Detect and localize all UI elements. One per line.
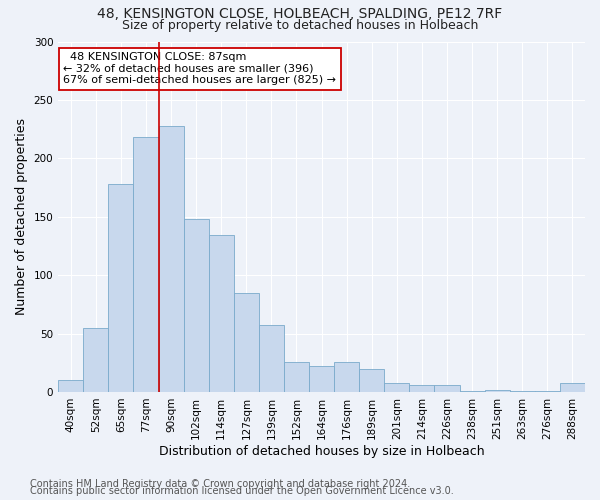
Bar (184, 219, 209, 392)
Bar (158, 126, 184, 392)
Y-axis label: Number of detached properties: Number of detached properties (15, 118, 28, 315)
Bar (385, 382, 409, 392)
Bar (560, 382, 585, 392)
Bar (434, 385, 460, 392)
Bar (485, 390, 510, 392)
Bar (109, 184, 133, 392)
X-axis label: Distribution of detached houses by size in Holbeach: Distribution of detached houses by size … (159, 444, 484, 458)
Text: Contains public sector information licensed under the Open Government Licence v3: Contains public sector information licen… (30, 486, 454, 496)
Bar (133, 138, 158, 392)
Bar (58, 380, 83, 392)
Bar (460, 391, 485, 392)
Bar (334, 362, 359, 392)
Text: 48, KENSINGTON CLOSE, HOLBEACH, SPALDING, PE12 7RF: 48, KENSINGTON CLOSE, HOLBEACH, SPALDING… (97, 8, 503, 22)
Bar (510, 391, 535, 392)
Bar (359, 368, 385, 392)
Bar (309, 366, 334, 392)
Text: 48 KENSINGTON CLOSE: 87sqm
← 32% of detached houses are smaller (396)
67% of sem: 48 KENSINGTON CLOSE: 87sqm ← 32% of deta… (64, 52, 337, 85)
Bar (209, 236, 234, 392)
Bar (83, 328, 109, 392)
Text: Size of property relative to detached houses in Holbeach: Size of property relative to detached ho… (122, 18, 478, 32)
Bar (409, 385, 434, 392)
Bar (535, 391, 560, 392)
Bar (234, 292, 259, 392)
Bar (284, 362, 309, 392)
Bar (259, 326, 284, 392)
Text: Contains HM Land Registry data © Crown copyright and database right 2024.: Contains HM Land Registry data © Crown c… (30, 479, 410, 489)
